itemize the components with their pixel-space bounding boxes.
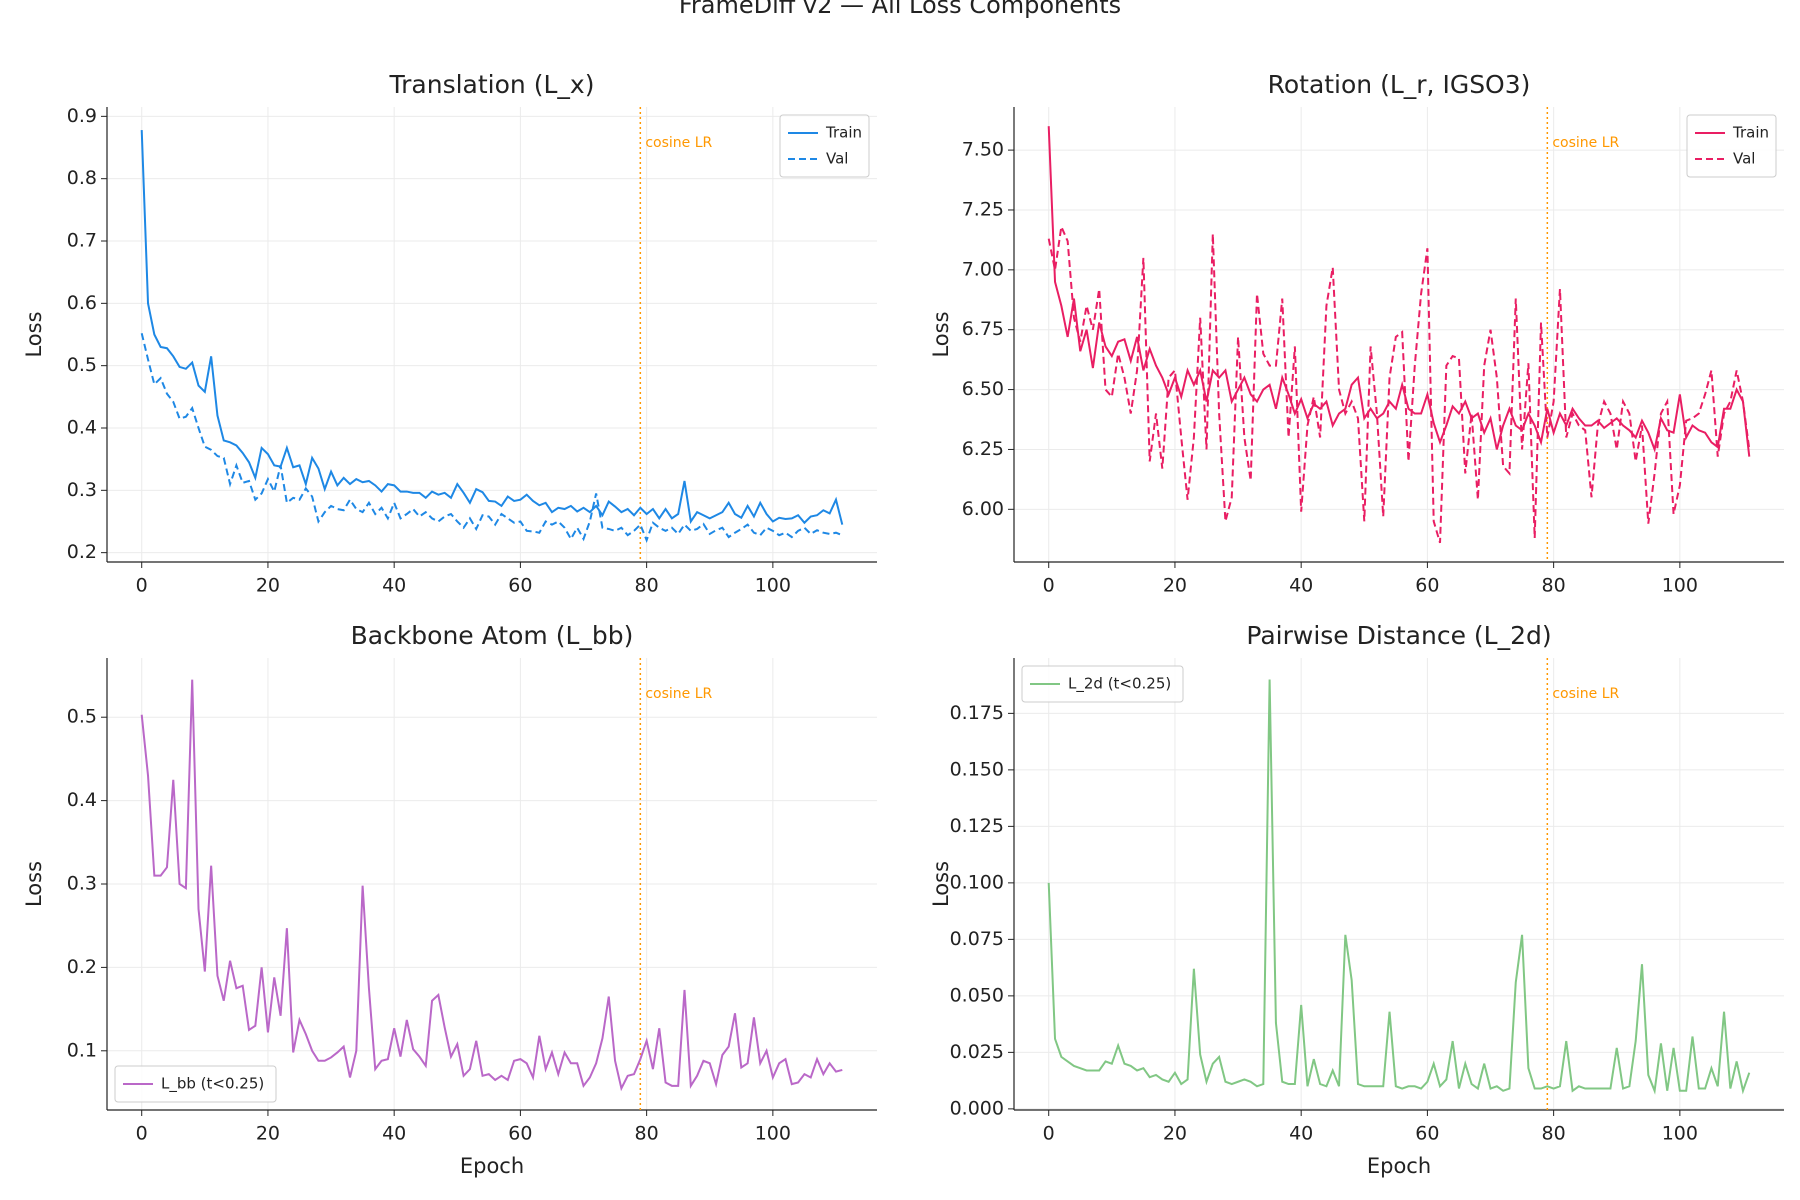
lr-annotation: cosine LR (645, 686, 712, 702)
y-tick-label: 0.4 (67, 789, 97, 811)
legend-box (114, 1065, 277, 1103)
x-tick-label: 100 (755, 1123, 791, 1145)
x-tick-label: 20 (1163, 575, 1187, 597)
y-tick-label: 0.075 (950, 928, 1004, 950)
subplot-title: Translation (L_x) (389, 70, 595, 99)
x-tick-label: 40 (382, 575, 406, 597)
legend-label: Val (826, 150, 848, 168)
subplot: 0 20 40 60 80 100 0.2 0.3 0.4 0.5 0.6 0.7 0.8 0.9 Tran… (22, 70, 877, 597)
y-tick-label: 7.00 (962, 258, 1004, 280)
x-tick-label: 40 (382, 1123, 406, 1145)
y-axis-label: Loss (929, 861, 953, 907)
x-tick-label: 60 (1415, 575, 1439, 597)
x-tick-label: 0 (1043, 575, 1055, 597)
x-tick-label: 80 (635, 1123, 659, 1145)
series-line (1047, 223, 1751, 544)
x-tick-label: 80 (1542, 1123, 1566, 1145)
y-tick-label: 0.1 (67, 1039, 97, 1061)
y-tick-label: 0.000 (950, 1097, 1004, 1119)
y-tick-label: 0.175 (950, 702, 1004, 724)
x-tick-label: 20 (1163, 1123, 1187, 1145)
x-tick-label: 40 (1289, 575, 1313, 597)
y-tick-label: 0.025 (950, 1041, 1004, 1063)
subplot: 0 20 40 60 80 100 0.000 0.025 0.050 0.075 0.100 0.1… (929, 621, 1784, 1178)
y-tick-label: 0.5 (67, 706, 97, 728)
x-tick-label: 0 (1043, 1123, 1055, 1145)
y-tick-label: 0.125 (950, 815, 1004, 837)
y-tick-label: 0.3 (67, 873, 97, 895)
legend-label: L_bb (t<0.25) (161, 1075, 264, 1094)
y-axis-label: Loss (22, 861, 46, 907)
y-tick-label: 0.050 (950, 984, 1004, 1006)
subplot-title: Rotation (L_r, IGSO3) (1268, 70, 1531, 99)
y-tick-label: 7.25 (962, 198, 1004, 220)
x-tick-label: 80 (1542, 575, 1566, 597)
y-tick-label: 0.2 (67, 541, 97, 563)
y-tick-label: 0.9 (67, 105, 97, 127)
y-axis-label: Loss (929, 311, 953, 357)
y-tick-label: 6.25 (962, 438, 1004, 460)
y-tick-label: 6.50 (962, 378, 1004, 400)
subplot: 0 20 40 60 80 100 0.1 0.2 0.3 0.4 0.5 Backbone Atom… (22, 621, 877, 1178)
x-axis-label: Epoch (1367, 1154, 1431, 1178)
lr-annotation: cosine LR (645, 135, 712, 151)
legend-box (1021, 665, 1184, 703)
subplot-title: Pairwise Distance (L_2d) (1246, 621, 1551, 650)
x-tick-label: 40 (1289, 1123, 1313, 1145)
y-axis-label: Loss (22, 311, 46, 357)
x-tick-label: 0 (136, 1123, 148, 1145)
x-tick-label: 100 (1662, 575, 1698, 597)
y-tick-label: 0.7 (67, 230, 97, 252)
series-line (1047, 679, 1751, 1095)
lr-annotation: cosine LR (1552, 686, 1619, 702)
x-tick-label: 20 (256, 1123, 280, 1145)
series-line (140, 679, 843, 1092)
x-tick-label: 100 (755, 575, 791, 597)
lr-annotation: cosine LR (1552, 135, 1619, 151)
x-tick-label: 80 (635, 575, 659, 597)
subplot-title: Backbone Atom (L_bb) (351, 621, 634, 650)
y-tick-label: 0.4 (67, 416, 97, 438)
y-tick-label: 0.100 (950, 871, 1004, 893)
y-tick-label: 0.150 (950, 758, 1004, 780)
y-tick-label: 6.75 (962, 318, 1004, 340)
legend-label: L_2d (t<0.25) (1068, 675, 1171, 694)
legend-box (1686, 114, 1777, 178)
x-axis-label: Epoch (460, 1154, 524, 1178)
series-line (1047, 126, 1751, 457)
x-tick-label: 60 (508, 575, 532, 597)
y-tick-label: 6.00 (962, 498, 1004, 520)
y-tick-label: 7.50 (962, 139, 1004, 161)
x-tick-label: 100 (1662, 1123, 1698, 1145)
subplot: 0 20 40 60 80 100 6.00 6.25 6.50 6.75 7.00 7.25 7.50… (929, 70, 1784, 597)
y-tick-label: 0.5 (67, 354, 97, 376)
series-line (140, 333, 843, 543)
x-tick-label: 60 (508, 1123, 532, 1145)
y-tick-label: 0.6 (67, 292, 97, 314)
x-tick-label: 0 (136, 575, 148, 597)
series-line (140, 130, 844, 525)
y-tick-label: 0.2 (67, 956, 97, 978)
x-tick-label: 20 (256, 575, 280, 597)
legend-label: Val (1733, 150, 1755, 168)
legend-box (779, 114, 870, 178)
legend-label: Train (825, 124, 862, 142)
legend-label: Train (1732, 124, 1769, 142)
y-tick-label: 0.8 (67, 167, 97, 189)
x-tick-label: 60 (1415, 1123, 1439, 1145)
figure-title: FrameDiff v2 — All Loss Components (679, 0, 1121, 19)
y-tick-label: 0.3 (67, 479, 97, 501)
